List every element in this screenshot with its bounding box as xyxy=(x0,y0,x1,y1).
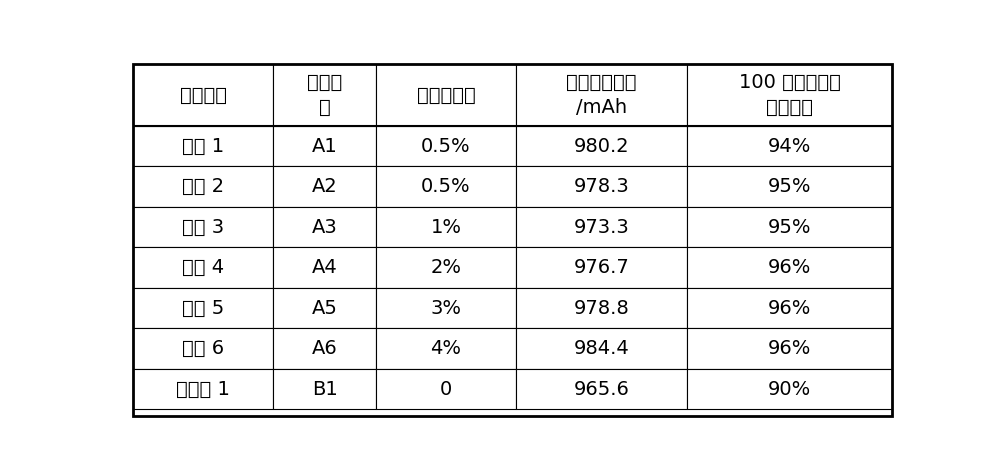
Text: 973.3: 973.3 xyxy=(574,218,630,237)
Bar xyxy=(516,126,687,167)
Bar xyxy=(516,248,687,288)
Bar xyxy=(376,64,516,126)
Bar xyxy=(516,288,687,328)
Bar xyxy=(273,207,376,248)
Text: 94%: 94% xyxy=(768,137,811,156)
Text: 0: 0 xyxy=(440,379,452,398)
Bar xyxy=(687,288,892,328)
Bar xyxy=(133,207,273,248)
Text: 965.6: 965.6 xyxy=(574,379,630,398)
Text: 实例 5: 实例 5 xyxy=(182,298,224,317)
Bar xyxy=(133,248,273,288)
Bar xyxy=(273,328,376,369)
Bar xyxy=(516,207,687,248)
Text: A2: A2 xyxy=(312,177,337,196)
Text: 0.5%: 0.5% xyxy=(421,177,471,196)
Bar xyxy=(376,207,516,248)
Bar xyxy=(687,64,892,126)
Bar xyxy=(687,126,892,167)
Bar xyxy=(273,288,376,328)
Text: 96%: 96% xyxy=(768,339,811,358)
Text: 96%: 96% xyxy=(768,258,811,277)
Bar xyxy=(516,64,687,126)
Text: 实例 4: 实例 4 xyxy=(182,258,224,277)
Bar xyxy=(516,167,687,207)
Bar xyxy=(376,167,516,207)
Text: 95%: 95% xyxy=(768,218,811,237)
Bar xyxy=(133,64,273,126)
Text: 976.7: 976.7 xyxy=(574,258,630,277)
Bar xyxy=(133,328,273,369)
Bar xyxy=(687,369,892,409)
Text: 首次放电容量
/mAh: 首次放电容量 /mAh xyxy=(566,73,637,117)
Text: 100 次循环后容
量保持率: 100 次循环后容 量保持率 xyxy=(739,73,841,117)
Text: A5: A5 xyxy=(312,298,337,317)
Bar xyxy=(273,248,376,288)
Text: 2%: 2% xyxy=(431,258,462,277)
Bar xyxy=(133,369,273,409)
Text: B1: B1 xyxy=(312,379,337,398)
Text: 对比例 1: 对比例 1 xyxy=(176,379,230,398)
Text: 实例编号: 实例编号 xyxy=(180,86,227,105)
Text: 978.8: 978.8 xyxy=(574,298,630,317)
Bar xyxy=(376,248,516,288)
Text: 1%: 1% xyxy=(431,218,462,237)
Bar xyxy=(273,369,376,409)
Text: 95%: 95% xyxy=(768,177,811,196)
Text: A6: A6 xyxy=(312,339,337,358)
Text: 实例 1: 实例 1 xyxy=(182,137,224,156)
Text: 980.2: 980.2 xyxy=(574,137,630,156)
Text: 4%: 4% xyxy=(431,339,462,358)
Bar xyxy=(133,167,273,207)
Text: 96%: 96% xyxy=(768,298,811,317)
Text: 984.4: 984.4 xyxy=(574,339,630,358)
Text: A3: A3 xyxy=(312,218,337,237)
Bar xyxy=(687,167,892,207)
Text: 实例 3: 实例 3 xyxy=(182,218,224,237)
Bar xyxy=(273,64,376,126)
Text: 90%: 90% xyxy=(768,379,811,398)
Text: 增塑剂含量: 增塑剂含量 xyxy=(417,86,475,105)
Bar xyxy=(687,207,892,248)
Bar xyxy=(687,248,892,288)
Bar xyxy=(516,369,687,409)
Bar xyxy=(376,369,516,409)
Bar xyxy=(376,328,516,369)
Text: 电池编
号: 电池编 号 xyxy=(307,73,342,117)
Bar xyxy=(376,126,516,167)
Bar xyxy=(133,126,273,167)
Text: 978.3: 978.3 xyxy=(574,177,630,196)
Text: 0.5%: 0.5% xyxy=(421,137,471,156)
Bar xyxy=(516,328,687,369)
Text: 实例 6: 实例 6 xyxy=(182,339,224,358)
Text: A4: A4 xyxy=(312,258,337,277)
Bar xyxy=(687,328,892,369)
Bar xyxy=(133,288,273,328)
Text: 3%: 3% xyxy=(431,298,462,317)
Text: 实例 2: 实例 2 xyxy=(182,177,224,196)
Text: A1: A1 xyxy=(312,137,337,156)
Bar xyxy=(273,126,376,167)
Bar xyxy=(376,288,516,328)
Bar xyxy=(273,167,376,207)
